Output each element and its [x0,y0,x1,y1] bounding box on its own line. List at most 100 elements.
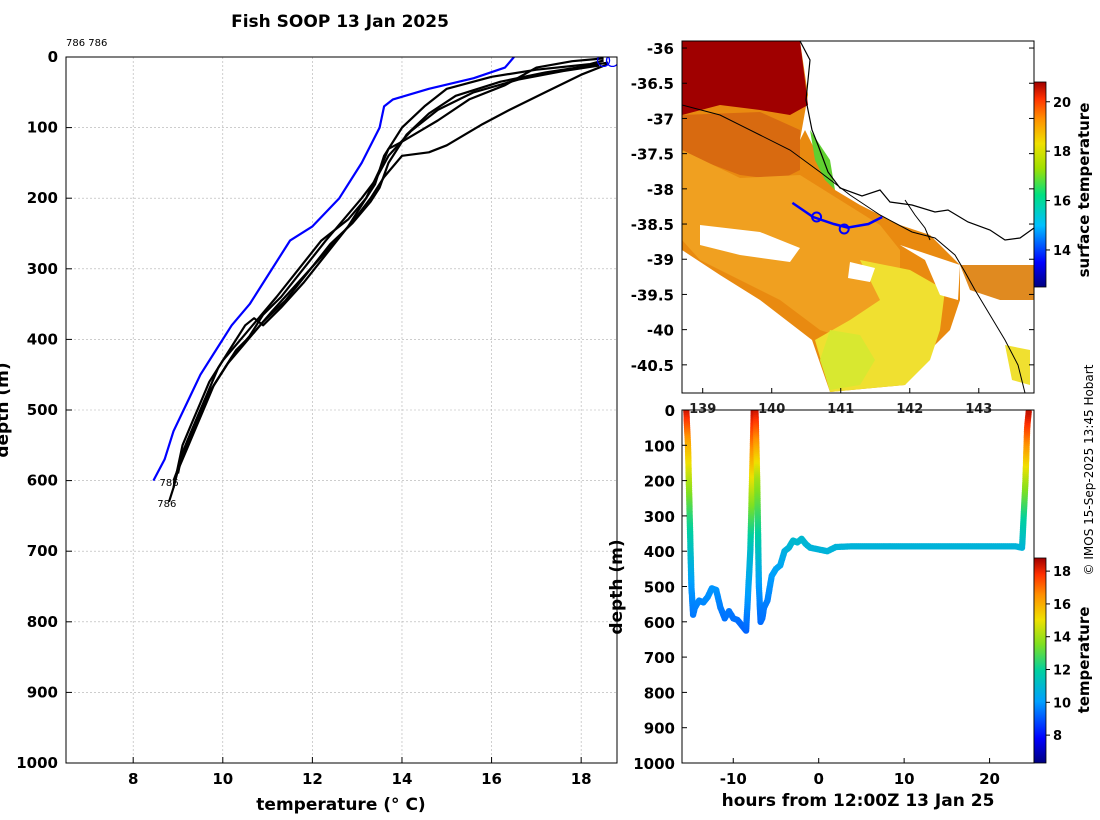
map-y-tick-label: -36 [647,40,674,58]
x-tick-label: 18 [571,770,592,788]
map-y-tick-label: -40.5 [631,357,674,375]
chart-title: Fish SOOP 13 Jan 2025 [231,12,449,32]
temperature-colorbar-tick-label: 8 [1053,729,1062,744]
depth-time-point [1025,410,1032,416]
temperature-colorbar-tick-label: 18 [1053,565,1071,580]
depth-time-x-axis-label: hours from 12:00Z 13 Jan 25 [722,791,995,811]
temperature-colorbar-label: temperature [1075,607,1093,714]
profile-line-profile-5 [174,63,609,478]
map-y-tick-label: -38 [647,181,674,199]
temperature-colorbar-tick-label: 14 [1053,631,1071,646]
y-tick-label: 0 [48,48,58,66]
sst-colorbar-tick-label: 14 [1053,244,1071,259]
x-tick-label: 8 [128,770,138,788]
sst-colorbar [1033,81,1047,288]
cloud-gap-3 [900,245,960,300]
profile-end-label: 786 [157,499,176,510]
hours-x-tick-label: -10 [720,770,747,788]
hours-x-tick-label: 10 [894,770,915,788]
sst-colorbar-ticks: 14 16 18 20 [1046,96,1071,259]
y-tick-label: 600 [27,472,58,490]
sst-colorbar-tick-label: 20 [1053,96,1071,111]
map-y-tick-label: -39 [647,251,674,269]
vessel-track [791,201,883,235]
depth-time-points [683,410,1032,634]
depth-y-tick-label: 300 [644,508,675,526]
map-y-tick-label: -39.5 [631,286,674,304]
temperature-colorbar [1033,557,1047,764]
profile-line-blue-profile [152,57,515,482]
profile-line-profile-4 [176,57,604,474]
profile-grid [66,56,617,764]
temperature-colorbar-ticks: 8 10 12 14 16 18 [1046,565,1071,744]
sst-patch-east [960,265,1034,300]
y-tick-label: 700 [27,542,58,560]
sst-colorbar-tick-label: 18 [1053,145,1071,160]
sst-colorbar-label: surface temperature [1075,103,1093,278]
sst-colorbar-tick-label: 16 [1053,195,1071,210]
y-tick-label: 300 [27,260,58,278]
depth-y-tick-label: 700 [644,649,675,667]
map-y-tick-label: -37 [647,110,674,128]
y-tick-label: 100 [27,119,58,137]
hours-x-tick-label: 0 [813,770,823,788]
profile-panel: 8 10 12 14 16 18 0 100 200 300 400 500 600 700 800 900 1… [0,12,618,815]
sst-map-area [682,41,1034,393]
y-tick-label: 1000 [16,754,58,772]
profile-line-profile-1 [167,59,604,503]
profile-x-axis-label: temperature (° C) [256,795,425,815]
sst-map-panel: -36 -36.5 -37 -37.5 -38 -38.5 -39 -39.5 -40 -40.5… [631,40,1093,417]
profile-lines [152,57,617,503]
hours-x-tick-label: 20 [979,770,1000,788]
sst-patch-hot [682,41,808,115]
surface-marker [605,57,617,68]
depth-y-tick-label: 200 [644,473,675,491]
temperature-colorbar-tick-label: 16 [1053,598,1071,613]
y-tick-label: 500 [27,401,58,419]
map-y-tick-label: -36.5 [631,75,674,93]
depth-time-panel: 0 100 200 300 400 500 600 700 800 900 1000 -10 0 10 20… [607,402,1093,811]
x-tick-label: 16 [481,770,502,788]
map-ticks: -36 -36.5 -37 -37.5 -38 -38.5 -39 -39.5 -40 -40.5… [631,40,1034,417]
profile-id-label: 786 786 [66,38,107,49]
depth-y-tick-label: 800 [644,684,675,702]
y-tick-label: 900 [27,683,58,701]
map-y-tick-label: -40 [647,322,674,340]
x-tick-label: 14 [392,770,413,788]
depth-time-y-axis-label: depth (m) [607,539,627,634]
depth-y-tick-label: 0 [665,402,675,420]
y-tick-label: 200 [27,189,58,207]
cloud-gap-2 [848,262,875,282]
track-station-marker [811,211,823,223]
depth-y-tick-label: 1000 [633,755,675,773]
x-tick-label: 12 [302,770,323,788]
profile-ticks: 8 10 12 14 16 18 0 100 200 300 400 500 600 700 800 900 1… [16,48,591,788]
depth-y-tick-label: 500 [644,579,675,597]
depth-time-axes-box [681,409,1035,764]
sst-patch-lime [820,330,875,390]
y-tick-label: 400 [27,330,58,348]
depth-y-tick-label: 400 [644,543,675,561]
y-tick-label: 800 [27,613,58,631]
x-tick-label: 10 [212,770,233,788]
imos-credit: © IMOS 15-Sep-2025 13:45 Hobart [1082,364,1096,575]
profile-end-label: 786 [160,478,179,489]
bay-outline [904,199,931,241]
depth-y-tick-label: 600 [644,614,675,632]
profile-y-axis-label: depth (m) [0,362,13,457]
track-station-marker [838,223,850,235]
sst-patch-orange [682,112,800,180]
depth-y-tick-label: 900 [644,720,675,738]
surface-marker [596,57,611,68]
depth-time-ticks: 0 100 200 300 400 500 600 700 800 900 1000 -10 0 10 20 [633,402,1000,788]
cloud-gap-1 [700,225,800,262]
profile-line-profile-2 [172,61,609,488]
depth-y-tick-label: 100 [644,437,675,455]
map-y-tick-label: -37.5 [631,146,674,164]
shelf-boundary [682,104,1026,393]
map-y-tick-label: -38.5 [631,216,674,234]
temperature-colorbar-tick-label: 12 [1053,664,1071,679]
sst-patch-coastal-green [810,130,835,190]
temperature-colorbar-tick-label: 10 [1053,696,1071,711]
